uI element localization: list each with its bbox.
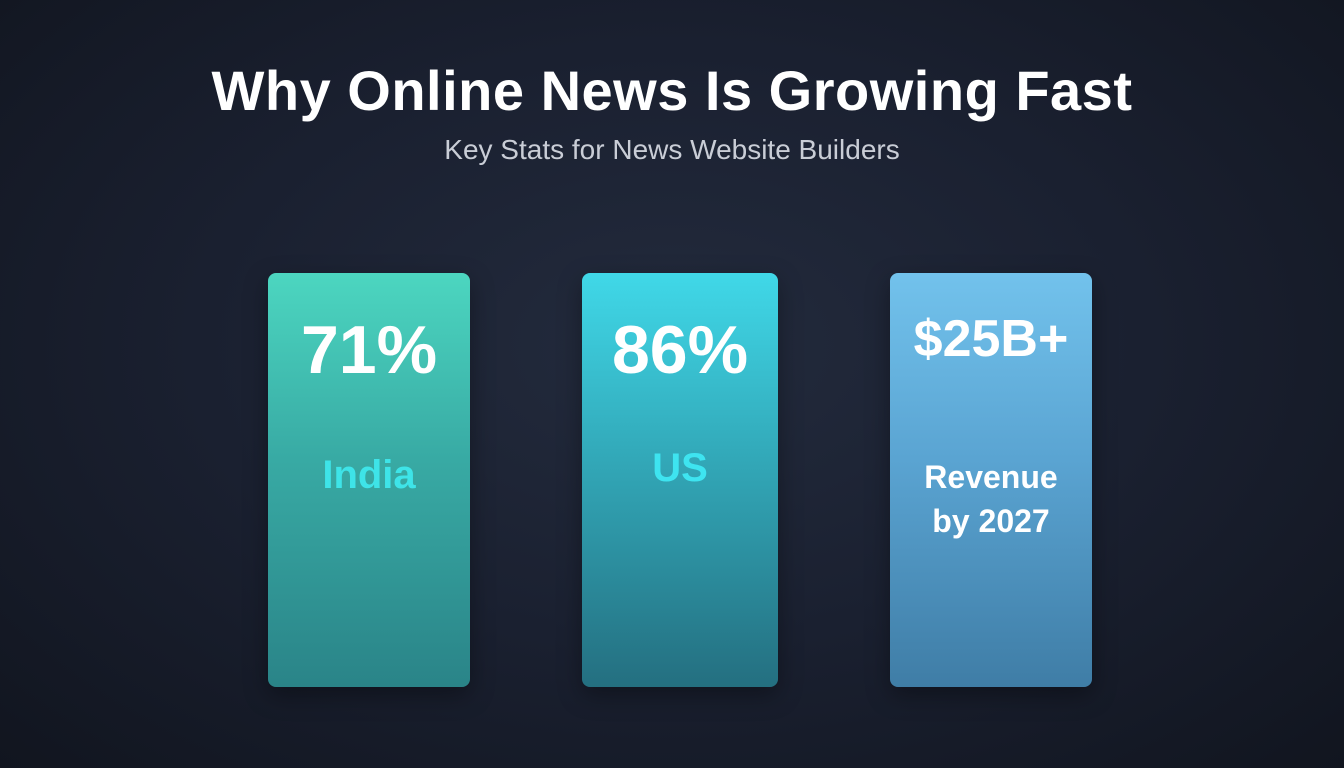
- stat-card: 86% US: [582, 273, 778, 687]
- stat-value: $25B+: [913, 310, 1069, 368]
- stat-label: India: [322, 453, 416, 497]
- stat-value: 86%: [611, 312, 749, 388]
- stat-card: 71% India: [268, 273, 470, 687]
- title: Why Online News Is Growing Fast: [211, 59, 1133, 122]
- stat-value: 71%: [300, 312, 438, 388]
- subtitle: Key Stats for News Website Builders: [444, 134, 900, 165]
- stat-label: Revenue by 2027: [924, 459, 1058, 539]
- stat-card: $25B+ Revenue by 2027: [890, 273, 1092, 687]
- stat-label: US: [652, 446, 708, 490]
